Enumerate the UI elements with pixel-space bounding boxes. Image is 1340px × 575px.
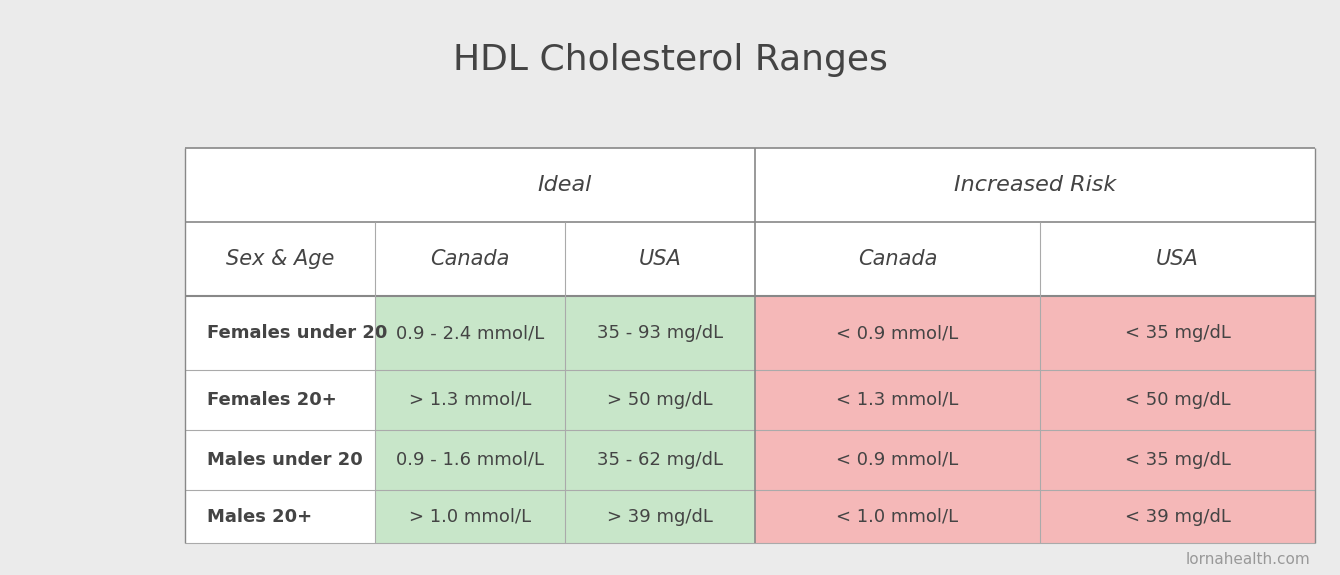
Bar [754, 296, 1315, 370]
Bar [754, 370, 1315, 430]
Text: > 1.0 mmol/L: > 1.0 mmol/L [409, 508, 531, 526]
Text: > 39 mg/dL: > 39 mg/dL [607, 508, 713, 526]
Text: Canada: Canada [430, 249, 509, 269]
Bar [375, 296, 754, 370]
Text: 35 - 62 mg/dL: 35 - 62 mg/dL [598, 451, 724, 469]
Text: < 0.9 mmol/L: < 0.9 mmol/L [836, 324, 958, 342]
Text: < 35 mg/dL: < 35 mg/dL [1124, 324, 1230, 342]
Text: 0.9 - 2.4 mmol/L: 0.9 - 2.4 mmol/L [395, 324, 544, 342]
Text: < 50 mg/dL: < 50 mg/dL [1124, 391, 1230, 409]
Text: > 50 mg/dL: > 50 mg/dL [607, 391, 713, 409]
Text: Males 20+: Males 20+ [206, 508, 312, 526]
Bar [185, 370, 375, 430]
Bar [754, 490, 1315, 543]
Bar [185, 490, 375, 543]
Text: Sex & Age: Sex & Age [226, 249, 334, 269]
Text: Females 20+: Females 20+ [206, 391, 336, 409]
Bar [375, 490, 754, 543]
Bar [185, 296, 375, 370]
Text: 35 - 93 mg/dL: 35 - 93 mg/dL [596, 324, 724, 342]
Text: HDL Cholesterol Ranges: HDL Cholesterol Ranges [453, 43, 887, 77]
Text: Increased Risk: Increased Risk [954, 175, 1116, 195]
Text: < 0.9 mmol/L: < 0.9 mmol/L [836, 451, 958, 469]
Text: USA: USA [1156, 249, 1199, 269]
Text: < 1.3 mmol/L: < 1.3 mmol/L [836, 391, 958, 409]
Bar [185, 148, 1315, 543]
Text: > 1.3 mmol/L: > 1.3 mmol/L [409, 391, 531, 409]
Text: Canada: Canada [858, 249, 937, 269]
Text: USA: USA [639, 249, 681, 269]
Text: 0.9 - 1.6 mmol/L: 0.9 - 1.6 mmol/L [397, 451, 544, 469]
Text: < 35 mg/dL: < 35 mg/dL [1124, 451, 1230, 469]
Bar [375, 430, 754, 490]
Text: < 1.0 mmol/L: < 1.0 mmol/L [836, 508, 958, 526]
Text: < 39 mg/dL: < 39 mg/dL [1124, 508, 1230, 526]
Bar [375, 370, 754, 430]
Bar [754, 430, 1315, 490]
Bar [185, 430, 375, 490]
Text: Males under 20: Males under 20 [206, 451, 363, 469]
Text: Ideal: Ideal [537, 175, 592, 195]
Text: Females under 20: Females under 20 [206, 324, 387, 342]
Text: lornahealth.com: lornahealth.com [1186, 553, 1311, 568]
